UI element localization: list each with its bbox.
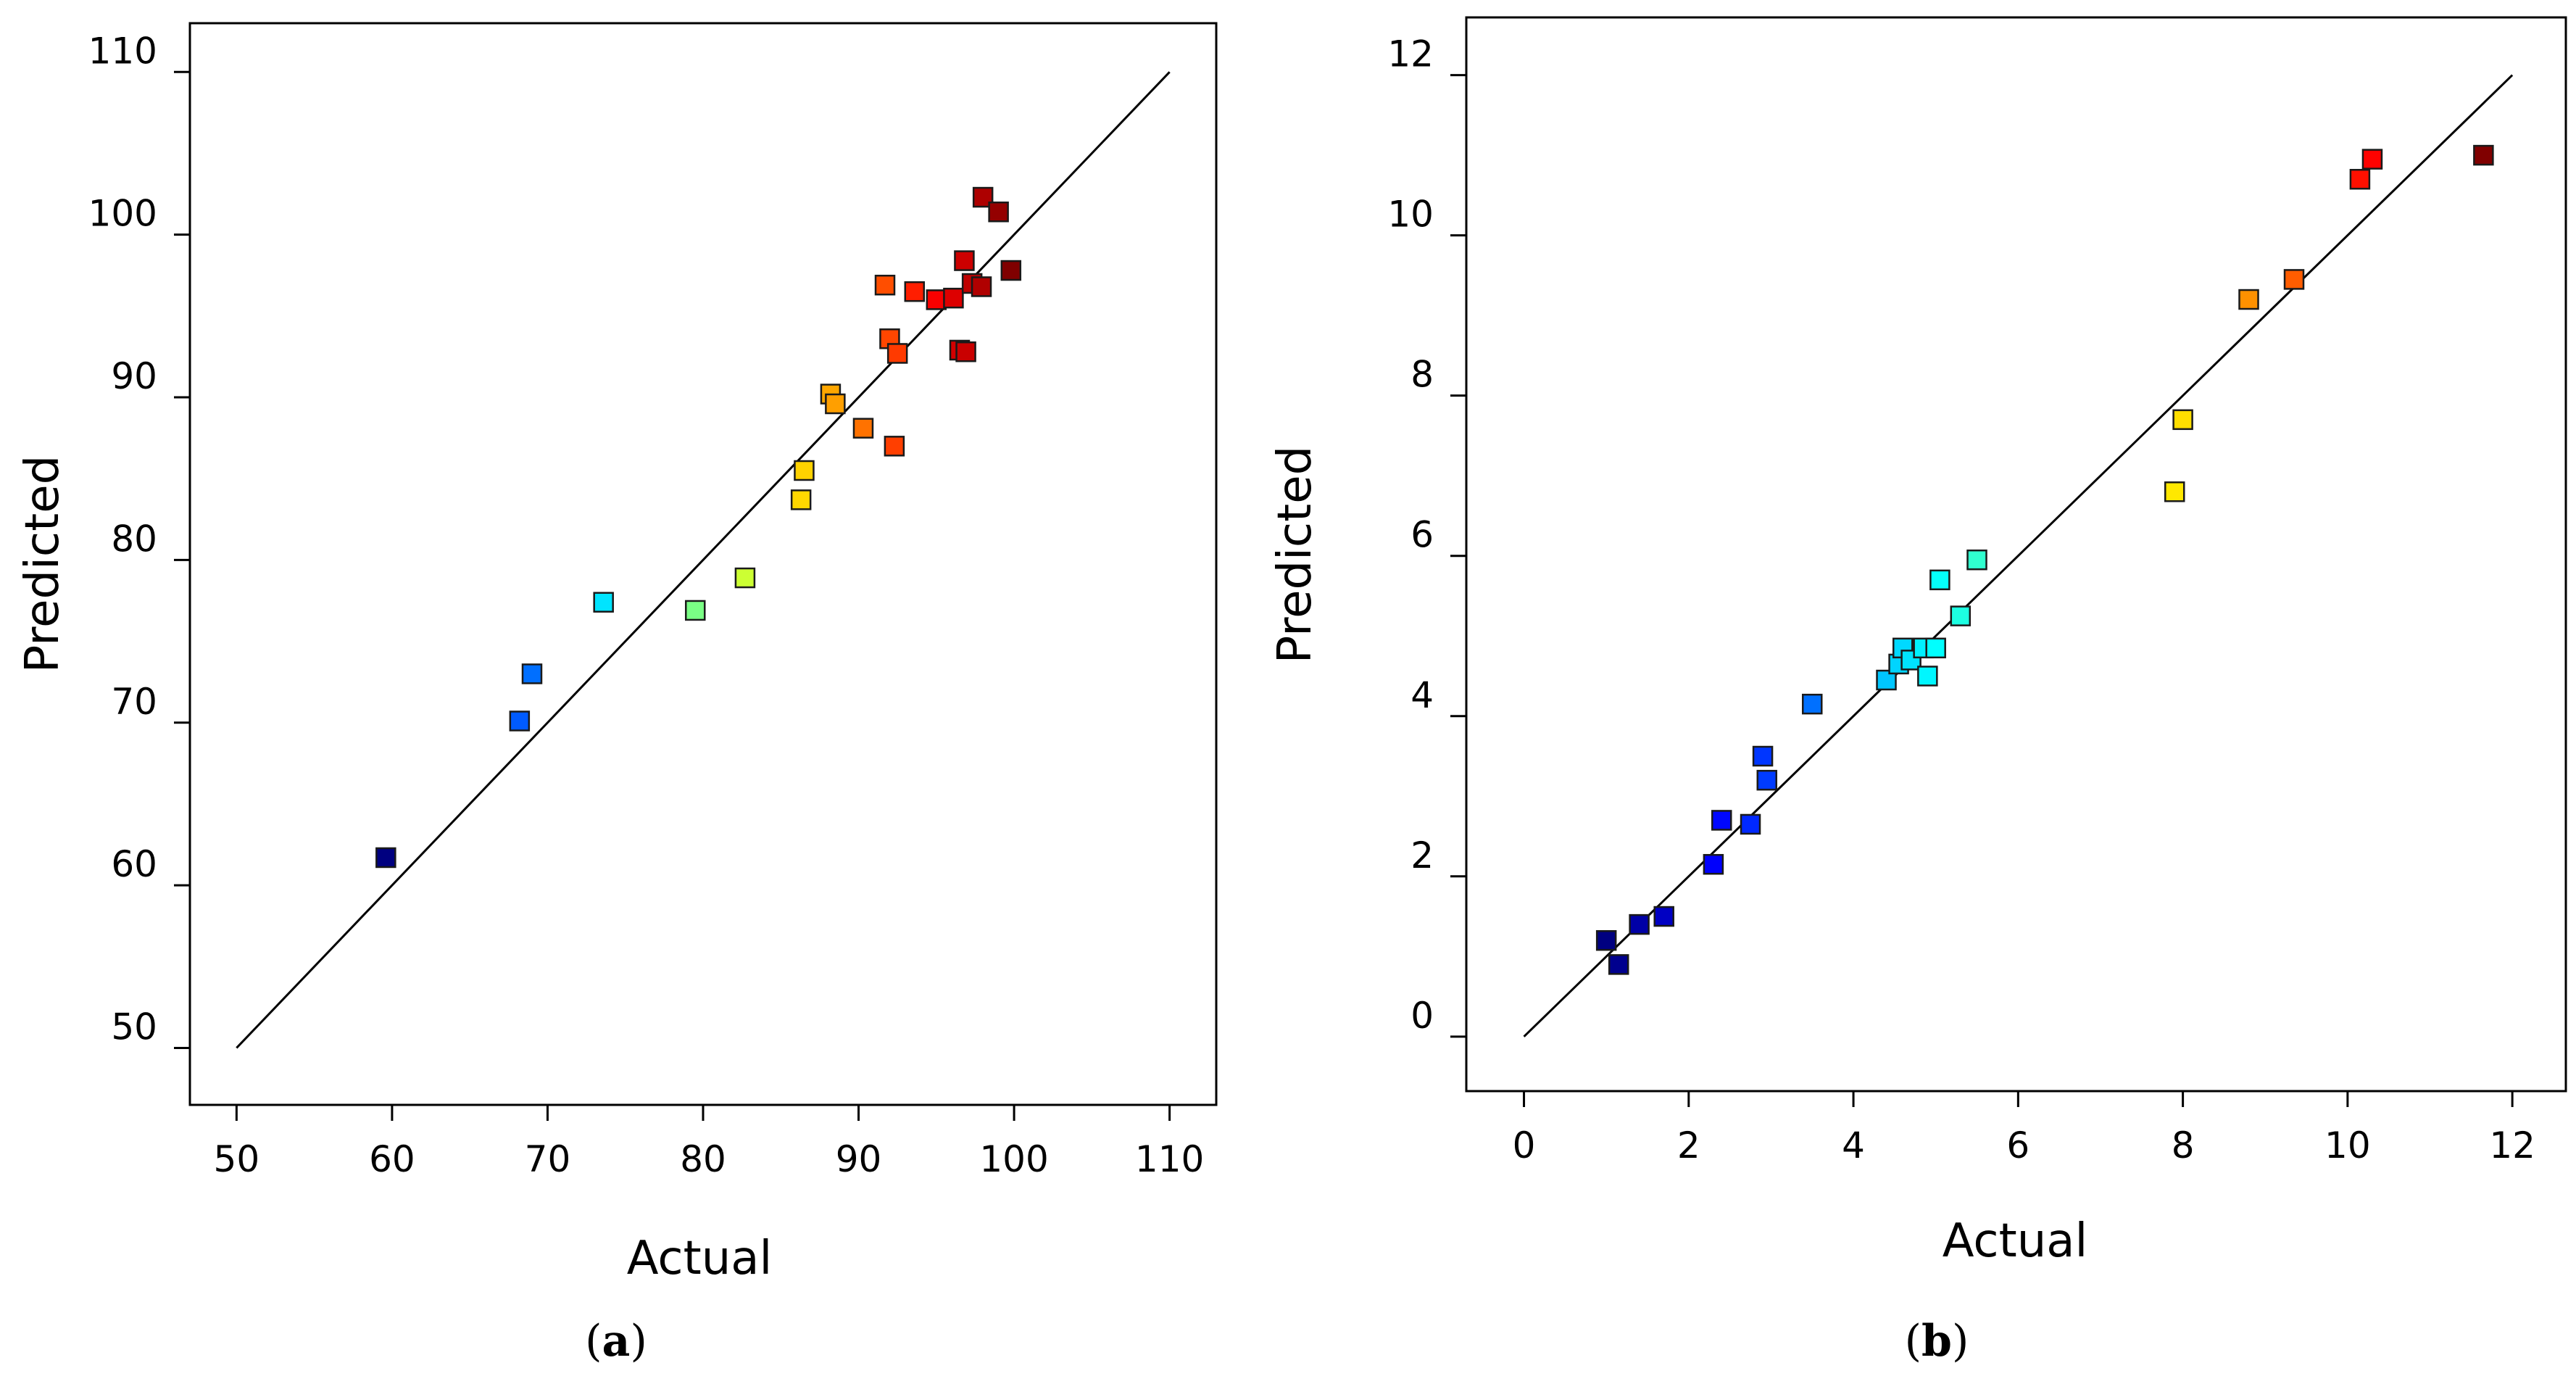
x-tick-label: 6: [2006, 1124, 2029, 1167]
data-point: [1703, 853, 1724, 875]
x-axis-title: Actual: [1943, 1214, 2088, 1268]
data-point: [988, 202, 1009, 223]
data-point: [2361, 149, 2383, 170]
x-axis-ticks: 0 2 4 6 8 10 12: [1513, 1091, 2535, 1167]
data-point: [904, 281, 926, 302]
chart-panel-b: 0 2 4 6 8 10 12 0 2 4 6 8 10 12 Actual Predicted (b): [1268, 16, 2567, 1367]
plot-area-frame: [1465, 16, 2567, 1093]
x-tick-label: 80: [680, 1138, 726, 1180]
data-point: [943, 287, 964, 309]
y-tick-label: 10: [1387, 194, 1434, 236]
data-point: [1950, 605, 1972, 626]
data-point: [509, 710, 531, 732]
y-tick-label: 70: [111, 681, 157, 723]
data-points: [1595, 144, 2494, 975]
y-tick-label: 0: [1410, 995, 1434, 1037]
data-point: [734, 567, 756, 589]
y-tick-label: 110: [88, 30, 157, 72]
data-point: [1740, 813, 1761, 835]
x-tick-label: 110: [1135, 1138, 1204, 1180]
reference-line: [236, 71, 1171, 1049]
y-tick-label: 100: [88, 193, 157, 235]
x-tick-label: 60: [369, 1138, 415, 1180]
x-tick-label: 10: [2324, 1124, 2371, 1167]
x-tick-label: 2: [1677, 1124, 1700, 1167]
data-point: [1629, 913, 1650, 935]
data-point: [2473, 144, 2494, 166]
data-point: [593, 592, 614, 613]
data-point: [790, 489, 812, 510]
data-point: [375, 847, 396, 869]
data-point: [1595, 929, 1617, 951]
x-tick-label: 8: [2172, 1124, 2195, 1167]
y-tick-label: 90: [111, 355, 157, 397]
data-point: [2349, 169, 2371, 190]
data-point: [1929, 569, 1950, 591]
chart-panel-a: 50 60 70 80 90 100 110 50 60 70 80 90 100 110 Actual…: [16, 22, 1218, 1367]
data-point: [955, 341, 976, 362]
panel-label-b: (b): [1905, 1316, 1969, 1367]
y-axis-ticks: 50 60 70 80 90 100 110: [88, 30, 190, 1049]
x-tick-label: 12: [2489, 1124, 2535, 1167]
data-point: [874, 274, 896, 296]
x-tick-label: 70: [525, 1138, 571, 1180]
y-tick-label: 50: [111, 1006, 157, 1048]
panel-label-letter: a: [602, 1316, 631, 1367]
data-point: [2283, 269, 2305, 290]
data-point: [1802, 693, 1823, 715]
data-point: [685, 600, 706, 621]
x-tick-label: 90: [836, 1138, 882, 1180]
data-point: [1653, 906, 1674, 927]
data-point: [2238, 289, 2259, 310]
x-axis-title: Actual: [627, 1232, 773, 1285]
x-tick-label: 0: [1513, 1124, 1536, 1167]
data-point: [1756, 769, 1778, 791]
x-axis-ticks: 50 60 70 80 90 100 110: [214, 1105, 1204, 1180]
y-tick-label: 2: [1410, 834, 1434, 877]
reference-line: [1523, 74, 2514, 1037]
panel-label-letter: b: [1921, 1316, 1952, 1367]
y-axis-title: Predicted: [1268, 446, 1322, 663]
x-tick-label: 4: [1842, 1124, 1865, 1167]
data-point: [926, 289, 947, 310]
data-point: [521, 663, 543, 684]
data-point: [1608, 954, 1629, 975]
y-tick-label: 12: [1387, 33, 1434, 75]
data-point: [886, 343, 908, 364]
data-point: [971, 276, 992, 297]
data-point: [884, 436, 905, 457]
y-equals-x-line: [236, 71, 1171, 1049]
y-tick-label: 6: [1410, 514, 1434, 556]
data-point: [2164, 481, 2185, 502]
y-tick-label: 80: [111, 518, 157, 560]
data-point: [954, 250, 975, 271]
data-point: [1000, 260, 1022, 281]
y-tick-label: 4: [1410, 674, 1434, 716]
data-point: [1752, 745, 1774, 767]
data-point: [1966, 549, 1987, 571]
data-point: [1925, 637, 1946, 659]
data-point: [825, 393, 846, 415]
data-point: [1711, 810, 1732, 831]
data-point: [852, 418, 874, 439]
data-points: [375, 186, 1022, 869]
y-axis-ticks: 0 2 4 6 8 10 12: [1387, 33, 1466, 1038]
data-point: [1917, 666, 1938, 687]
y-tick-label: 8: [1410, 354, 1434, 396]
y-tick-label: 60: [111, 843, 157, 885]
panel-label-a: (a): [585, 1316, 647, 1367]
y-axis-title: Predicted: [16, 455, 70, 673]
data-point: [2172, 409, 2193, 431]
data-point: [794, 460, 815, 481]
x-tick-label: 50: [214, 1138, 260, 1180]
y-equals-x-line: [1523, 74, 2514, 1037]
x-tick-label: 100: [979, 1138, 1048, 1180]
